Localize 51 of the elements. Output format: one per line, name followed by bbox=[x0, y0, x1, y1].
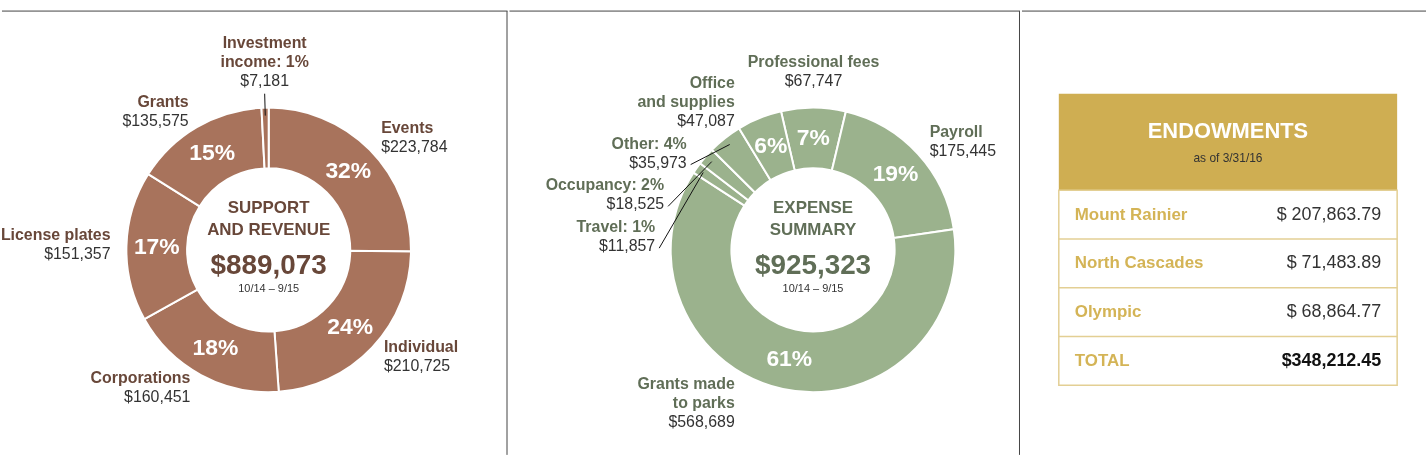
text: 10/14 – 9/15 bbox=[238, 281, 300, 294]
text: $925,323 bbox=[754, 248, 872, 280]
slice-label: Investment income: 1% bbox=[220, 33, 309, 70]
data-label: $18,525 bbox=[606, 195, 665, 213]
slice-label: License plates bbox=[0, 225, 111, 243]
slice-label: Occupancy: 2% bbox=[545, 176, 665, 194]
data-label: $35,973 bbox=[629, 153, 687, 171]
slice-label: Payroll bbox=[929, 123, 983, 140]
text: 32% bbox=[325, 157, 372, 184]
text: $ 68,864.77 bbox=[1286, 301, 1382, 322]
data-label: $151,357 bbox=[44, 244, 111, 262]
text: SUPPORT AND REVENUE bbox=[207, 198, 331, 239]
data-label: $175,445 bbox=[929, 141, 997, 159]
slice-label: Professional fees bbox=[747, 52, 880, 70]
data-label: $135,575 bbox=[122, 112, 189, 130]
text: 19% bbox=[872, 160, 919, 187]
text: Olympic bbox=[1074, 302, 1142, 322]
text: as of 3/31/16 bbox=[1193, 151, 1263, 166]
slice-label: Office and supplies bbox=[637, 73, 735, 110]
text: ENDOWMENTS bbox=[1147, 118, 1309, 144]
data-label: $210,725 bbox=[383, 357, 451, 375]
slice-label: Corporations bbox=[90, 369, 191, 387]
text: $ 207,863.79 bbox=[1276, 203, 1382, 224]
text: 15% bbox=[189, 139, 235, 166]
slice-label: Grants bbox=[137, 93, 189, 111]
text: 6% bbox=[754, 132, 788, 159]
data-label: $11,857 bbox=[598, 237, 656, 255]
data-label: $67,747 bbox=[784, 71, 843, 89]
text: 17% bbox=[133, 232, 180, 259]
data-label: $47,087 bbox=[677, 111, 735, 129]
data-label: $223,784 bbox=[381, 137, 448, 155]
slice-label: Travel: 1% bbox=[576, 218, 656, 236]
text: 10/14 – 9/15 bbox=[782, 281, 844, 294]
text: 7% bbox=[796, 123, 830, 150]
text: EXPENSE SUMMARY bbox=[769, 198, 857, 239]
text: North Cascades bbox=[1074, 253, 1204, 273]
slice-label: Individual bbox=[383, 338, 459, 356]
text: $348,212.45 bbox=[1281, 349, 1382, 370]
data-label: $7,181 bbox=[240, 71, 290, 89]
text: 61% bbox=[766, 345, 813, 372]
text: 24% bbox=[327, 312, 374, 339]
text: $ 71,483.89 bbox=[1286, 252, 1382, 273]
slice-label: Events bbox=[381, 118, 434, 136]
slice-label: Other: 4% bbox=[611, 134, 687, 152]
data-label: $568,689 bbox=[668, 412, 735, 430]
text: Mount Rainier bbox=[1074, 204, 1188, 224]
text: 18% bbox=[192, 334, 239, 361]
text: $889,073 bbox=[210, 248, 327, 280]
slice-label: Grants made to parks bbox=[637, 375, 735, 412]
text: TOTAL bbox=[1074, 350, 1130, 370]
data-label: $160,451 bbox=[124, 387, 191, 405]
